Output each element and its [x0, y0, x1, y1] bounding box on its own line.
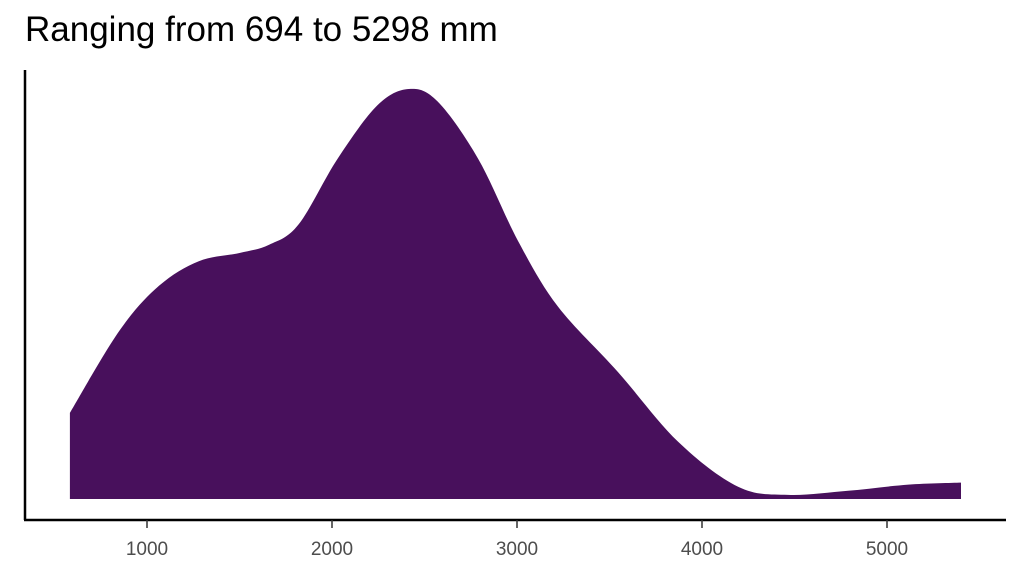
- x-tick-label: 4000: [681, 539, 723, 560]
- density-area: [69, 88, 961, 499]
- x-tick-label: 1000: [126, 539, 168, 560]
- x-tick-label: 2000: [311, 539, 353, 560]
- x-axis-ticks: 1000 2000 3000 4000 5000: [126, 520, 908, 560]
- x-tick-label: 3000: [496, 539, 538, 560]
- chart-title: Ranging from 694 to 5298 mm: [25, 10, 498, 49]
- x-tick-label: 5000: [866, 539, 908, 560]
